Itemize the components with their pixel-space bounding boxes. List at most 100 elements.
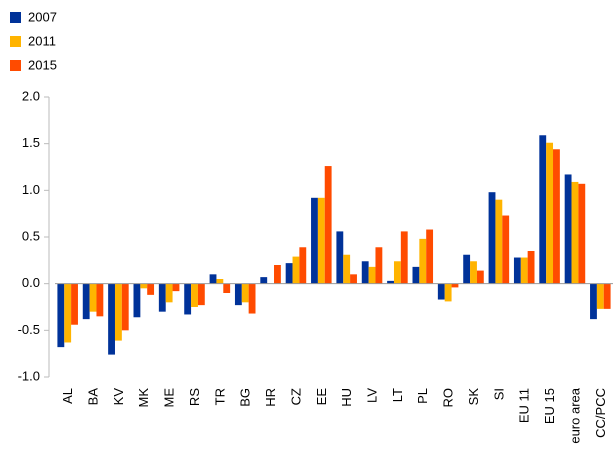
x-tick-label: BA bbox=[85, 388, 100, 406]
bar bbox=[502, 215, 510, 284]
bar bbox=[375, 247, 383, 284]
bar bbox=[488, 192, 496, 284]
bar bbox=[463, 254, 471, 284]
bar bbox=[216, 279, 224, 284]
y-tick-label: 0.0 bbox=[22, 275, 40, 290]
bar bbox=[361, 261, 369, 284]
y-tick-label: 1.5 bbox=[22, 135, 40, 150]
bar bbox=[412, 266, 420, 284]
y-tick-label: 1.0 bbox=[22, 182, 40, 197]
bar bbox=[603, 283, 611, 309]
x-tick-label: BG bbox=[238, 388, 253, 407]
x-tick-label: HR bbox=[263, 388, 278, 407]
bar bbox=[172, 283, 180, 292]
bar bbox=[57, 283, 65, 348]
bar bbox=[292, 256, 300, 284]
bar bbox=[578, 183, 586, 284]
bar bbox=[495, 199, 503, 284]
legend-label: 2015 bbox=[28, 57, 57, 72]
x-tick-label: EU 15 bbox=[542, 388, 557, 424]
bar bbox=[571, 181, 579, 284]
bar bbox=[564, 174, 572, 284]
x-tick-label: LT bbox=[390, 388, 405, 402]
x-tick-label: PL bbox=[415, 388, 430, 404]
x-tick-label: SK bbox=[466, 388, 481, 406]
x-tick-label: SI bbox=[491, 388, 506, 400]
bar bbox=[82, 283, 90, 320]
bar bbox=[470, 261, 477, 284]
bar bbox=[387, 280, 394, 284]
bar bbox=[336, 231, 344, 284]
x-tick-label: AL bbox=[60, 388, 75, 404]
x-tick-label: EU 11 bbox=[517, 388, 532, 423]
bar bbox=[553, 149, 560, 284]
bar bbox=[546, 142, 554, 284]
bar bbox=[520, 257, 528, 284]
bar bbox=[89, 283, 97, 312]
bar bbox=[299, 247, 307, 284]
bar bbox=[71, 283, 78, 325]
x-tick-label: CC/PCC bbox=[593, 388, 608, 438]
y-tick-label: 2.0 bbox=[22, 88, 40, 103]
bar bbox=[147, 283, 155, 295]
y-tick-label: -1.0 bbox=[18, 368, 40, 383]
bar bbox=[426, 229, 434, 284]
x-tick-label: TR bbox=[212, 388, 227, 405]
bar bbox=[248, 283, 256, 314]
bar bbox=[121, 283, 129, 331]
x-tick-label: ME bbox=[162, 388, 177, 408]
bar bbox=[241, 283, 249, 303]
bar bbox=[158, 283, 166, 312]
bar bbox=[96, 283, 104, 317]
bar bbox=[140, 283, 148, 289]
bar bbox=[223, 283, 231, 293]
bar bbox=[539, 135, 547, 284]
bar bbox=[209, 274, 217, 284]
bar bbox=[234, 283, 242, 306]
bar bbox=[311, 197, 318, 284]
bar bbox=[400, 231, 408, 284]
bar bbox=[274, 265, 281, 284]
bar bbox=[350, 274, 357, 284]
x-tick-label: CZ bbox=[288, 388, 303, 405]
bar bbox=[64, 283, 72, 343]
bar bbox=[285, 263, 293, 284]
legend-swatch bbox=[10, 12, 21, 23]
bar bbox=[133, 283, 141, 318]
bar bbox=[527, 251, 535, 284]
bar bbox=[596, 283, 604, 309]
bar bbox=[260, 277, 268, 284]
bar bbox=[184, 283, 192, 315]
bar bbox=[324, 166, 332, 284]
x-tick-label: MK bbox=[136, 388, 151, 408]
x-tick-label: euro area bbox=[567, 387, 582, 443]
x-tick-label: KV bbox=[111, 388, 126, 406]
y-tick-label: 0.5 bbox=[22, 228, 40, 243]
bar bbox=[317, 197, 325, 284]
bar bbox=[191, 283, 198, 307]
x-tick-label: EE bbox=[314, 388, 329, 406]
y-tick-label: -0.5 bbox=[18, 322, 40, 337]
bar bbox=[343, 254, 351, 284]
bar bbox=[108, 283, 115, 355]
bar bbox=[419, 238, 427, 284]
bar bbox=[451, 283, 459, 288]
bar bbox=[393, 261, 401, 284]
bar bbox=[444, 283, 452, 302]
bar bbox=[476, 270, 484, 284]
x-tick-label: LV bbox=[364, 388, 379, 403]
bar bbox=[165, 283, 173, 303]
legend-label: 2007 bbox=[28, 9, 57, 24]
bar bbox=[197, 283, 205, 306]
x-tick-label: RS bbox=[187, 388, 202, 406]
bar bbox=[368, 266, 376, 284]
bar bbox=[513, 257, 521, 284]
x-tick-label: HU bbox=[339, 388, 354, 407]
x-tick-label: RO bbox=[441, 388, 456, 408]
bar bbox=[437, 283, 445, 300]
legend-label: 2011 bbox=[28, 33, 56, 48]
legend-swatch bbox=[10, 60, 21, 71]
bar bbox=[114, 283, 122, 341]
bar bbox=[590, 283, 597, 320]
